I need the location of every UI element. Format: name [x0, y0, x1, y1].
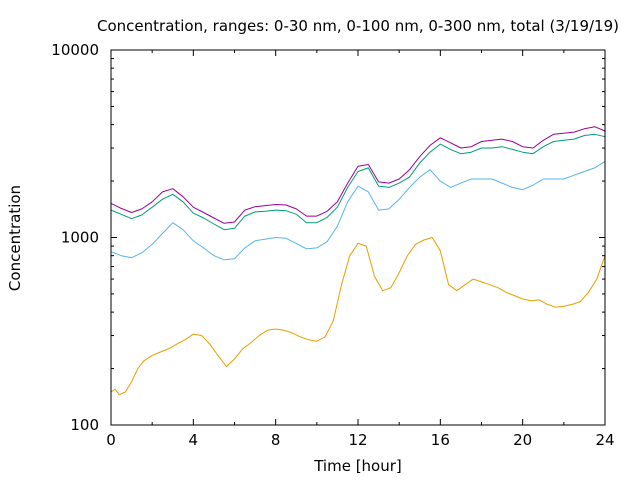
chart-title: Concentration, ranges: 0-30 nm, 0-100 nm…: [97, 17, 619, 35]
x-tick-label: 0: [106, 431, 116, 449]
x-tick-label: 8: [271, 431, 281, 449]
x-tick-label: 16: [431, 431, 450, 449]
y-tick-label: 10000: [51, 41, 99, 59]
x-tick-label: 4: [189, 431, 199, 449]
y-tick-label: 1000: [61, 229, 99, 247]
y-axis-label: Concentration: [6, 185, 24, 291]
series-line-1: [110, 237, 606, 396]
y-tick-label: 100: [70, 416, 99, 434]
x-tick-label: 20: [513, 431, 532, 449]
x-axis-label: Time [hour]: [313, 457, 402, 475]
series-line-3: [110, 133, 606, 231]
x-tick-label: 24: [595, 431, 614, 449]
axis-ticks: 0 4 8 12 16 20 24 100 1000 10000: [51, 41, 614, 449]
x-tick-label: 12: [348, 431, 367, 449]
series-line-4: [110, 126, 606, 224]
series-group: [110, 126, 606, 396]
series-line-2: [110, 160, 606, 261]
